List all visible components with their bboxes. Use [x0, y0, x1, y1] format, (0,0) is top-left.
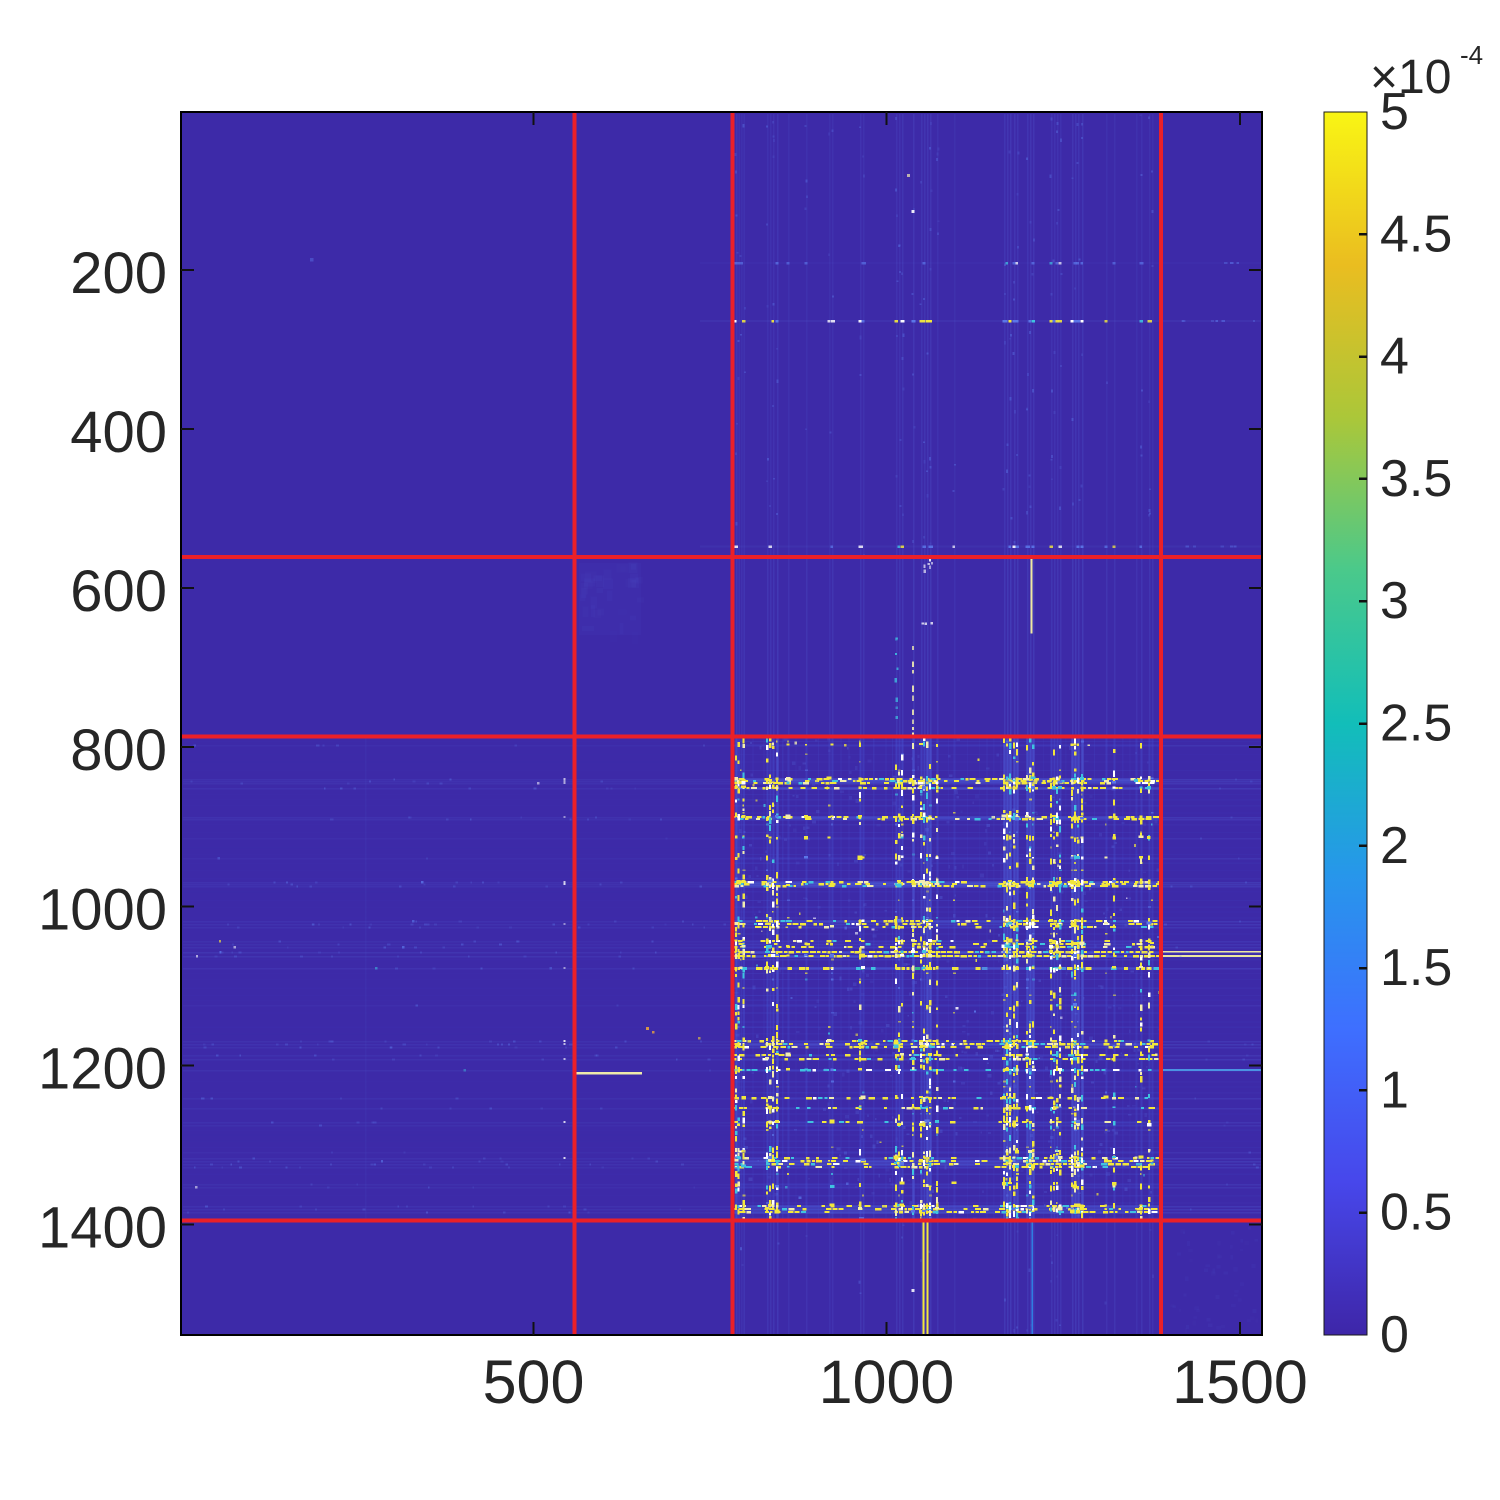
svg-text:4.5: 4.5 — [1380, 205, 1452, 263]
svg-text:5: 5 — [1380, 83, 1409, 141]
svg-text:1.5: 1.5 — [1380, 939, 1452, 997]
svg-text:0.5: 0.5 — [1380, 1184, 1452, 1242]
svg-text:1500: 1500 — [1172, 1348, 1308, 1416]
svg-text:800: 800 — [70, 718, 167, 783]
svg-text:2.5: 2.5 — [1380, 695, 1452, 753]
svg-text:600: 600 — [70, 559, 167, 624]
svg-text:3.5: 3.5 — [1380, 450, 1452, 508]
svg-text:1400: 1400 — [38, 1196, 167, 1261]
svg-text:×10: ×10 — [1370, 51, 1451, 104]
svg-text:200: 200 — [70, 241, 167, 306]
svg-text:0: 0 — [1380, 1306, 1409, 1364]
svg-text:4: 4 — [1380, 328, 1409, 386]
svg-text:1000: 1000 — [819, 1348, 955, 1416]
svg-text:1200: 1200 — [38, 1037, 167, 1102]
svg-text:1: 1 — [1380, 1061, 1409, 1119]
svg-text:400: 400 — [70, 400, 167, 465]
svg-text:1000: 1000 — [38, 878, 167, 943]
svg-text:3: 3 — [1380, 572, 1409, 630]
svg-text:-4: -4 — [1460, 40, 1483, 70]
svg-text:2: 2 — [1380, 817, 1409, 875]
svg-text:500: 500 — [483, 1348, 585, 1416]
